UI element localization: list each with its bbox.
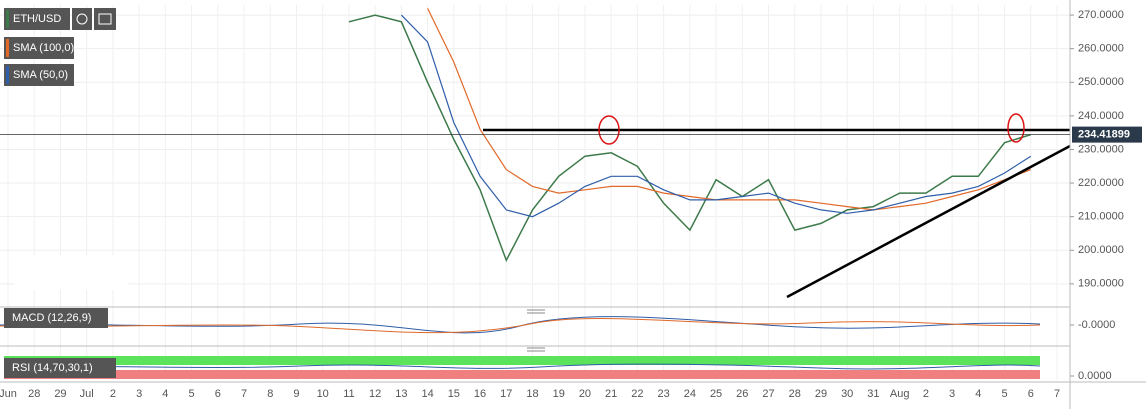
x-tick-label: 25 (710, 388, 722, 400)
x-tick-label: 28 (789, 388, 801, 400)
x-tick-label: 22 (631, 388, 643, 400)
refresh-button[interactable] (72, 8, 92, 30)
x-tick-label: 4 (162, 388, 168, 400)
x-tick-label: 29 (815, 388, 827, 400)
rsi-overbought-band (4, 356, 1040, 365)
y-tick-label: -0.0000 (1078, 319, 1115, 331)
legend-swatch (6, 66, 9, 84)
x-tick-label: 2 (923, 388, 929, 400)
legend-label: SMA (100,0) (13, 42, 74, 54)
x-tick-label: 29 (54, 388, 66, 400)
refresh-icon (76, 13, 88, 25)
x-tick-label: 16 (474, 388, 486, 400)
handle[interactable] (527, 309, 545, 314)
x-tick-label: Jul (80, 388, 94, 400)
x-tick-label: 30 (841, 388, 853, 400)
x-tick-label: 26 (736, 388, 748, 400)
x-tick-label: 8 (267, 388, 273, 400)
x-tick-label: 21 (605, 388, 617, 400)
y-tick-label: 200.0000 (1078, 244, 1124, 256)
axes: 190.0000200.0000210.0000220.0000230.0000… (0, 9, 1124, 400)
x-tick-label: 7 (241, 388, 247, 400)
support-line (786, 144, 1071, 299)
indicator-label: RSI (14,70,30,1) (12, 362, 93, 374)
indicator-box[interactable] (4, 358, 116, 378)
plot (348, 8, 1032, 263)
legend-label: SMA (50,0) (13, 69, 68, 81)
settings-icon (98, 13, 112, 25)
x-tick-label: 6 (215, 388, 221, 400)
legend-box[interactable] (4, 37, 74, 59)
x-tick-label: 13 (395, 388, 407, 400)
x-tick-label: 18 (526, 388, 538, 400)
y-tick-label: 0.0000 (1078, 370, 1112, 382)
y-tick-label: 190.0000 (1078, 278, 1124, 290)
macd-signal (0, 318, 1041, 334)
indicator-label: MACD (12,26,9) (12, 312, 91, 324)
indicator-box[interactable] (4, 308, 108, 328)
rsi-line (3, 363, 1041, 370)
x-tick-label: 10 (317, 388, 329, 400)
y-tick-label: 220.0000 (1078, 177, 1124, 189)
x-tick-label: 24 (684, 388, 696, 400)
rsi-oversold-band (4, 370, 1040, 379)
x-tick-label: 11 (343, 388, 354, 400)
x-tick-label: 17 (500, 388, 512, 400)
last-price-box (1072, 126, 1142, 143)
x-tick-label: 4 (975, 388, 981, 400)
series-line (348, 14, 1032, 263)
blank-box (14, 255, 128, 290)
handle[interactable] (527, 347, 545, 352)
y-tick-label: 250.0000 (1078, 76, 1124, 88)
legend-box[interactable] (4, 64, 74, 86)
x-tick-label: 2 (110, 388, 116, 400)
x-tick-label: 6 (1028, 388, 1034, 400)
x-tick-label: 3 (949, 388, 955, 400)
legend-box[interactable] (4, 8, 70, 30)
x-tick-label: 3 (136, 388, 142, 400)
legend-label: ETH/USD (13, 13, 61, 25)
x-tick-label: 5 (189, 388, 195, 400)
y-tick-label: 270.0000 (1078, 9, 1124, 21)
series-line (427, 8, 1032, 211)
legend-swatch (6, 39, 9, 57)
x-tick-label: 7 (1054, 388, 1060, 400)
y-tick-label: 230.0000 (1078, 143, 1124, 155)
x-tick-label: 23 (658, 388, 670, 400)
x-tick-label: Jun (0, 388, 17, 400)
x-tick-label: 27 (762, 388, 774, 400)
legend: ETH/USD SMA (100,0) SMA (50,0) MACD (12,26,… (4, 8, 116, 378)
x-tick-label: Aug (890, 388, 910, 400)
y-tick-label: 260.0000 (1078, 43, 1124, 55)
last-price-label: 234.41899 (1078, 129, 1130, 141)
highlight-circle (598, 115, 620, 145)
x-tick-label: 9 (293, 388, 299, 400)
x-tick-label: 14 (421, 388, 433, 400)
highlight-circle (1007, 113, 1025, 143)
x-tick-label: 12 (369, 388, 381, 400)
x-tick-label: 19 (553, 388, 565, 400)
y-tick-label: 240.0000 (1078, 110, 1124, 122)
settings-button[interactable] (94, 8, 116, 30)
x-tick-label: 31 (867, 388, 879, 400)
y-tick-label: 210.0000 (1078, 211, 1124, 223)
x-tick-label: 5 (1001, 388, 1007, 400)
x-tick-label: 28 (28, 388, 40, 400)
legend-swatch (6, 10, 9, 28)
x-tick-label: 20 (579, 388, 591, 400)
series-line (400, 14, 1032, 218)
x-tick-label: 15 (448, 388, 460, 400)
